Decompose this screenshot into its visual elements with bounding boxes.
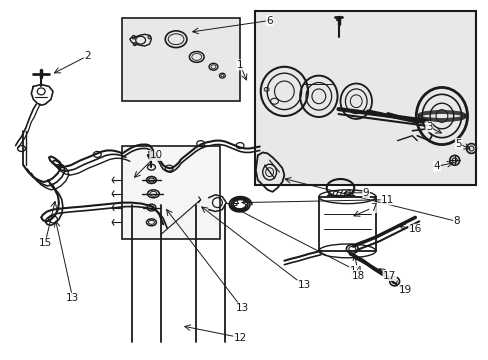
Text: 4: 4 xyxy=(433,161,439,171)
Text: 14: 14 xyxy=(349,266,362,276)
Text: 6: 6 xyxy=(266,15,272,26)
Bar xyxy=(254,11,475,185)
Bar xyxy=(122,18,240,101)
Text: 7: 7 xyxy=(369,203,376,212)
Text: 13: 13 xyxy=(66,293,79,303)
Text: 8: 8 xyxy=(452,216,459,226)
Text: 15: 15 xyxy=(39,238,52,248)
Text: 17: 17 xyxy=(382,270,396,280)
Text: 2: 2 xyxy=(84,51,91,61)
Text: 3: 3 xyxy=(425,122,431,132)
Text: 1: 1 xyxy=(236,60,243,70)
Text: 5: 5 xyxy=(454,139,461,149)
Text: 11: 11 xyxy=(380,195,394,205)
Text: 19: 19 xyxy=(398,285,411,295)
Text: 16: 16 xyxy=(408,224,421,234)
Text: 12: 12 xyxy=(233,333,246,342)
Bar xyxy=(122,145,220,239)
Text: 13: 13 xyxy=(297,280,310,291)
Bar xyxy=(318,197,375,251)
Text: 9: 9 xyxy=(362,188,368,198)
Text: 10: 10 xyxy=(149,150,163,161)
Text: 18: 18 xyxy=(351,270,364,280)
Text: 13: 13 xyxy=(235,303,248,313)
